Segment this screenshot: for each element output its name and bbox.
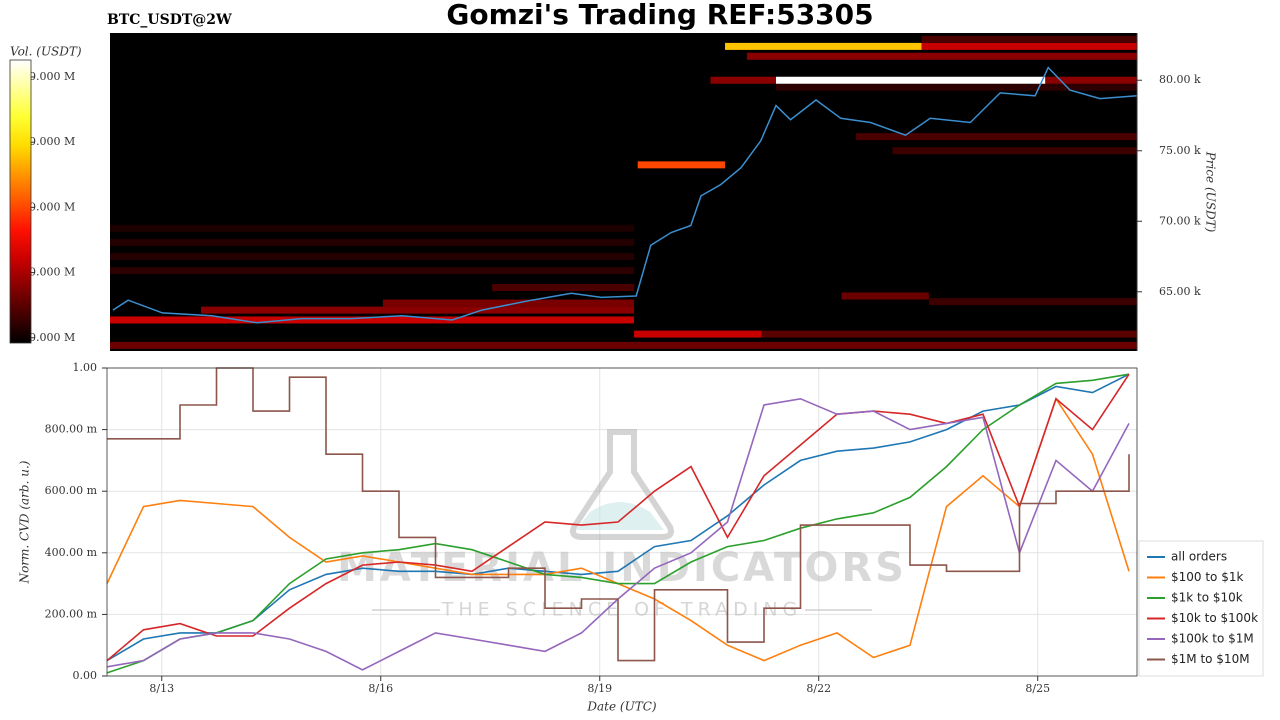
legend-label: $10k to $100k (1171, 611, 1258, 625)
colorbar-tick-label: 20.000 M (22, 266, 75, 279)
heatmap-cell (110, 316, 635, 324)
legend-label: all orders (1171, 550, 1227, 564)
heatmap-cell (746, 52, 1137, 60)
heatmap-cell (110, 238, 635, 246)
y-tick-label: 1.00 (73, 361, 98, 374)
series-line (106, 373, 1130, 662)
colorbar-tick-label: 50.000 M (22, 70, 75, 83)
heatmap-cell (110, 341, 1137, 349)
heatmap-cell (110, 253, 635, 261)
y-tick-label: 600.00 m (45, 484, 98, 497)
x-axis-label: Date (UTC) (586, 700, 656, 714)
heatmap-cell (841, 292, 929, 300)
colorbar-label: Vol. (USDT) (10, 45, 82, 59)
y-tick-label: 65.00 k (1159, 285, 1201, 298)
colorbar-tick-label: 30.000 M (22, 200, 75, 213)
heatmap-cell (637, 161, 726, 169)
series-line (106, 373, 1130, 674)
heatmap-cell (921, 42, 1137, 50)
heatmap-cell (892, 147, 1137, 155)
y-tick-label: 80.00 k (1159, 73, 1201, 86)
heatmap-cell (110, 267, 635, 275)
legend-label: $100 to $1k (1171, 570, 1243, 584)
series-line (107, 367, 1130, 662)
legend-label: $1k to $10k (1171, 591, 1243, 605)
chart-subtitle: BTC_USDT@2W (107, 12, 232, 28)
y-tick-label: 75.00 k (1159, 144, 1201, 157)
plot-frame (106, 367, 1138, 677)
heatmap-cell (928, 298, 1137, 306)
y-tick-label: 800.00 m (45, 423, 98, 436)
y-tick-label: 70.00 k (1159, 214, 1201, 227)
heatmap-cell (761, 330, 1137, 338)
heatmap-cell (775, 83, 1137, 91)
x-tick-label: 8/22 (806, 682, 831, 695)
heatmap-cell (634, 330, 762, 338)
legend (1138, 540, 1264, 677)
heatmap-panel: 65.00 k 70.00 k 75.00 k 80.00 k 10.000 M 20.0… (9, 33, 1201, 351)
price-line (112, 66, 1138, 324)
cvd-panel: MATERIAL INDICATORS THE SCIENCE OF TRADI… (45, 361, 1264, 695)
heatmap-cell (921, 35, 1137, 43)
heatmap-cell (710, 76, 776, 84)
colorbar-tick-label: 40.000 M (22, 135, 75, 148)
x-tick-label: 8/16 (368, 682, 393, 695)
x-tick-label: 8/19 (587, 682, 612, 695)
heatmap-cell (1045, 76, 1137, 84)
y-tick-label: 0.00 (73, 669, 98, 682)
series-line (106, 373, 1130, 662)
x-tick-label: 8/25 (1025, 682, 1050, 695)
y-axis-label: Norm. CVD (arb. u.) (18, 460, 32, 584)
heatmap-cell (725, 42, 922, 50)
heatmap-cell (775, 76, 1046, 84)
colorbar-tick-label: 10.000 M (22, 331, 75, 344)
legend-label: $1M to $10M (1171, 652, 1250, 666)
heatmap-cell (382, 299, 635, 307)
chart-title: Gomzi's Trading REF:53305 (446, 0, 873, 31)
y-tick-label: 400.00 m (45, 546, 98, 559)
heatmap-cell (492, 284, 635, 292)
y-tick-label: 200.00 m (45, 607, 98, 620)
heatmap-cell (856, 133, 1137, 141)
heatmap-cell (200, 306, 635, 314)
colorbar (9, 59, 32, 344)
x-tick-label: 8/13 (149, 682, 174, 695)
watermark-subtitle: THE SCIENCE OF TRADING (441, 599, 803, 621)
legend-label: $100k to $1M (1171, 632, 1254, 646)
y-axis-label: Price (USDT) (1204, 151, 1218, 233)
heatmap-cell (110, 224, 635, 232)
